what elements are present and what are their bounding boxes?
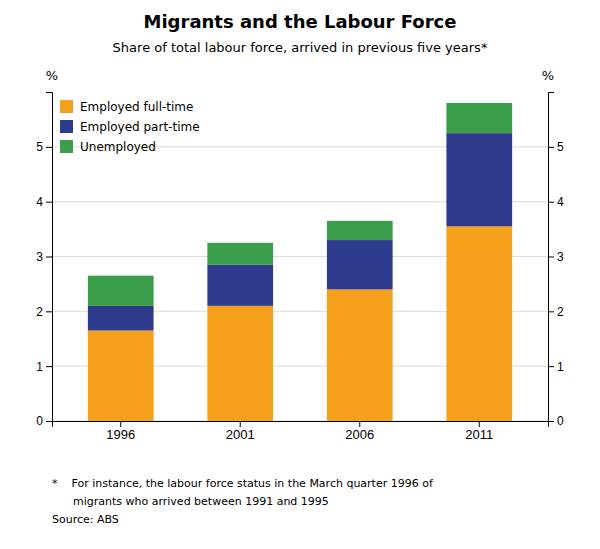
subtitle: Share of total labour force, arrived in … (113, 40, 488, 55)
y-tick: 1 (36, 360, 52, 374)
y2-axis: 0 1 2 3 4 5 (548, 93, 564, 429)
legend-swatch (60, 120, 73, 133)
bar (88, 331, 154, 421)
y2-tick-label: 4 (557, 195, 564, 209)
y-tick-label: 0 (36, 414, 43, 428)
y2-tick-label: 2 (557, 305, 564, 319)
y2-tick-mark (548, 421, 554, 422)
y-tick-mark (46, 311, 52, 312)
y-tick: 2 (36, 305, 52, 319)
y-axis: 0 1 2 3 4 5 (36, 93, 52, 429)
x-tick-mark (240, 421, 241, 427)
y-tick-mark (46, 421, 52, 422)
title: Migrants and the Labour Force (144, 11, 457, 32)
legend-label: Employed part-time (80, 120, 200, 134)
x-axis-line (53, 422, 549, 428)
y-tick-label: 5 (36, 140, 43, 154)
y2-tick-mark (548, 366, 554, 367)
bar (88, 306, 154, 331)
footnote: Source: ABS (52, 513, 119, 526)
y-tick: 4 (36, 195, 52, 209)
y2-tick-label: 3 (557, 250, 564, 264)
bar (207, 306, 273, 421)
legend-swatch (60, 100, 73, 113)
x-tick: 1996 (106, 421, 135, 442)
x-tick-mark (359, 421, 360, 427)
y-tick-mark (46, 147, 52, 148)
y2-tick-mark (548, 147, 554, 148)
legend-label: Unemployed (80, 140, 156, 154)
x-tick: 2006 (345, 421, 374, 442)
y2-tick-label: 0 (557, 414, 564, 428)
y2-axis-line (549, 93, 555, 422)
y2-axis-label: % (542, 68, 554, 83)
bar (88, 276, 154, 306)
bar (446, 133, 512, 226)
y2-tick: 1 (548, 360, 564, 374)
legend-swatch (60, 140, 73, 153)
y-tick-label: 4 (36, 195, 43, 209)
y-tick: 3 (36, 250, 52, 264)
legend-item: Employed full-time (60, 100, 193, 114)
y2-tick-label: 1 (557, 360, 564, 374)
y-tick-label: 1 (36, 360, 43, 374)
bar (327, 289, 393, 421)
x-axis: 1996 2001 2006 2011 (53, 421, 549, 442)
y2-tick-mark (548, 311, 554, 312)
x-tick-label: 2001 (226, 427, 255, 442)
x-tick-mark (120, 421, 121, 427)
legend: Employed full-time Employed part-time Unem… (60, 100, 200, 154)
y2-tick: 0 (548, 414, 564, 428)
y-tick-mark (46, 202, 52, 203)
x-tick-label: 2006 (345, 427, 374, 442)
x-tick: 2011 (465, 421, 493, 442)
y2-tick-label: 5 (557, 140, 564, 154)
bar (327, 221, 393, 240)
y2-tick-mark (548, 202, 554, 203)
y2-tick: 3 (548, 250, 564, 264)
y-tick-label: 3 (36, 250, 43, 264)
legend-item: Employed part-time (60, 120, 200, 134)
x-tick-label: 1996 (106, 427, 135, 442)
bar (207, 243, 273, 265)
y2-tick: 5 (548, 140, 564, 154)
footnote: migrants who arrived between 1991 and 19… (52, 495, 329, 508)
x-tick-label: 2011 (465, 427, 493, 442)
legend-label: Employed full-time (80, 100, 193, 114)
y2-tick: 4 (548, 195, 564, 209)
bar-series (88, 133, 512, 330)
legend-item: Unemployed (60, 140, 156, 154)
bar (446, 103, 512, 133)
y-axis-label: % (46, 68, 58, 83)
chart: Migrants and the Labour Force Share of to… (0, 0, 600, 549)
bar-series (88, 226, 512, 421)
plot: 1996 2001 2006 2011 0 1 2 3 4 5 0 1 2 3 4 5%% Employed f… (36, 68, 564, 442)
bar (207, 265, 273, 306)
y2-tick-mark (548, 257, 554, 258)
bar (327, 240, 393, 289)
y-tick-mark (46, 257, 52, 258)
y-axis-line (46, 93, 53, 422)
x-tick: 2001 (226, 421, 255, 442)
y-tick-mark (46, 366, 52, 367)
y-tick: 5 (36, 140, 52, 154)
y-tick: 0 (36, 414, 52, 428)
bar (446, 226, 512, 421)
x-tick-mark (479, 421, 480, 427)
footnote: * For instance, the labour force status … (52, 477, 434, 490)
y-tick-label: 2 (36, 305, 43, 319)
y2-tick: 2 (548, 305, 564, 319)
